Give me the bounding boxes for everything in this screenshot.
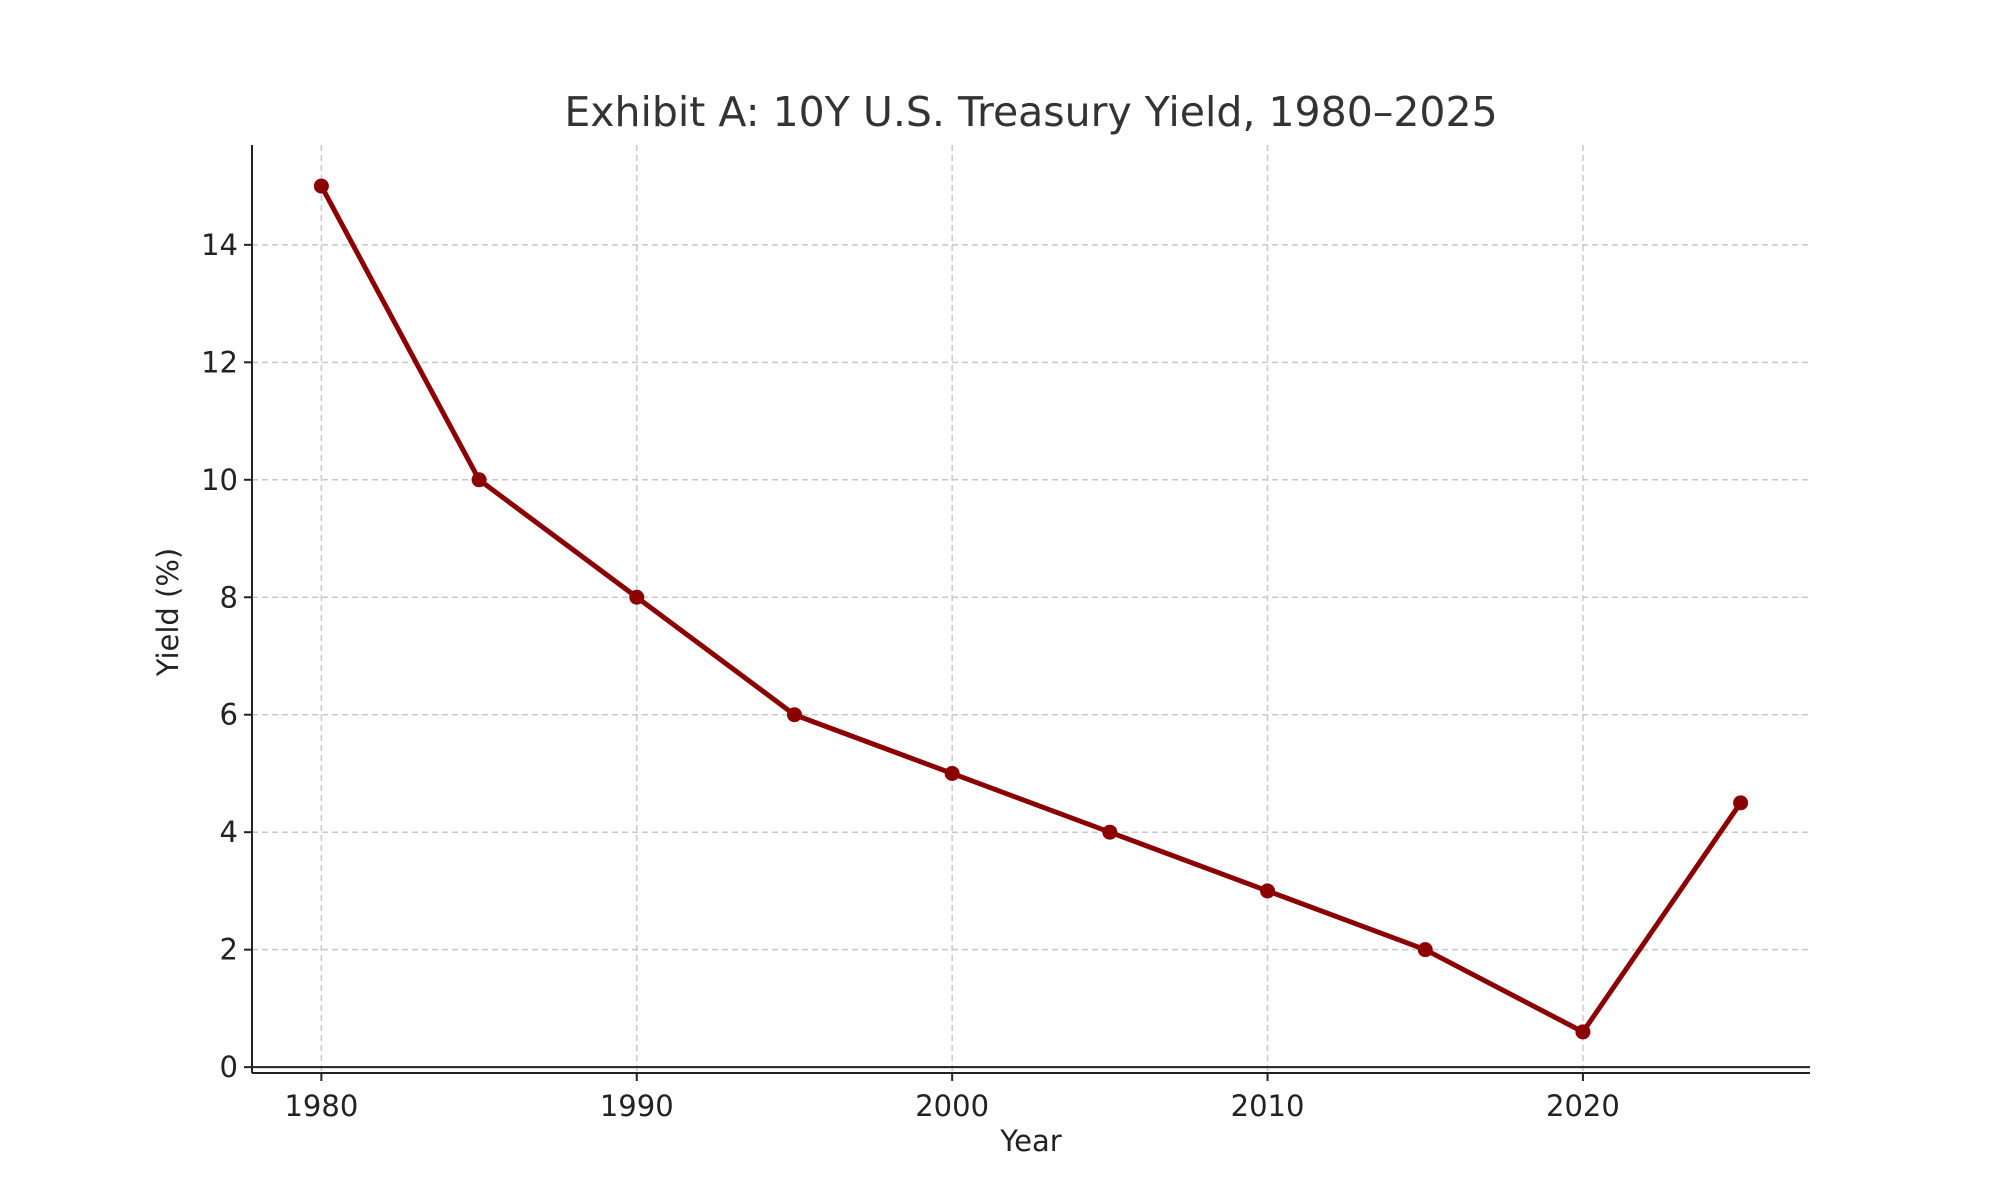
y-tick-label-4: 4 xyxy=(220,815,238,849)
data-point-1990 xyxy=(629,589,645,605)
y-tick-label-12: 12 xyxy=(201,345,238,379)
data-point-2020 xyxy=(1575,1024,1591,1040)
y-tick-label-6: 6 xyxy=(220,698,238,732)
y-tick-label-8: 8 xyxy=(220,580,238,614)
y-tick-label-2: 2 xyxy=(220,933,238,967)
x-tick-label-1980: 1980 xyxy=(284,1089,358,1123)
x-tick-label-2000: 2000 xyxy=(915,1089,989,1123)
x-tick-label-2010: 2010 xyxy=(1231,1089,1305,1123)
series xyxy=(313,178,1749,1040)
x-tick-label-1990: 1990 xyxy=(600,1089,674,1123)
data-point-2010 xyxy=(1260,883,1276,899)
y-axis-label: Yield (%) xyxy=(151,548,185,677)
grid xyxy=(252,145,1810,1073)
y-tick-label-14: 14 xyxy=(201,228,238,262)
data-point-2005 xyxy=(1102,824,1118,840)
data-point-1985 xyxy=(471,472,487,488)
data-point-2000 xyxy=(944,765,960,781)
data-point-2015 xyxy=(1417,942,1433,958)
chart-title: Exhibit A: 10Y U.S. Treasury Yield, 1980… xyxy=(564,88,1497,136)
data-point-1980 xyxy=(313,178,329,194)
y-tick-label-10: 10 xyxy=(201,463,238,497)
data-point-1995 xyxy=(786,707,802,723)
data-point-2025 xyxy=(1733,795,1749,811)
y-tick-label-0: 0 xyxy=(220,1050,238,1084)
axes xyxy=(251,145,1810,1074)
ticks: 1980 1990 2000 2010 2020 0 2 4 6 8 10 12 14 xyxy=(201,228,1620,1123)
series-line-0 xyxy=(318,183,1744,1035)
x-axis-label: Year xyxy=(999,1124,1061,1158)
x-tick-label-2020: 2020 xyxy=(1546,1089,1620,1123)
